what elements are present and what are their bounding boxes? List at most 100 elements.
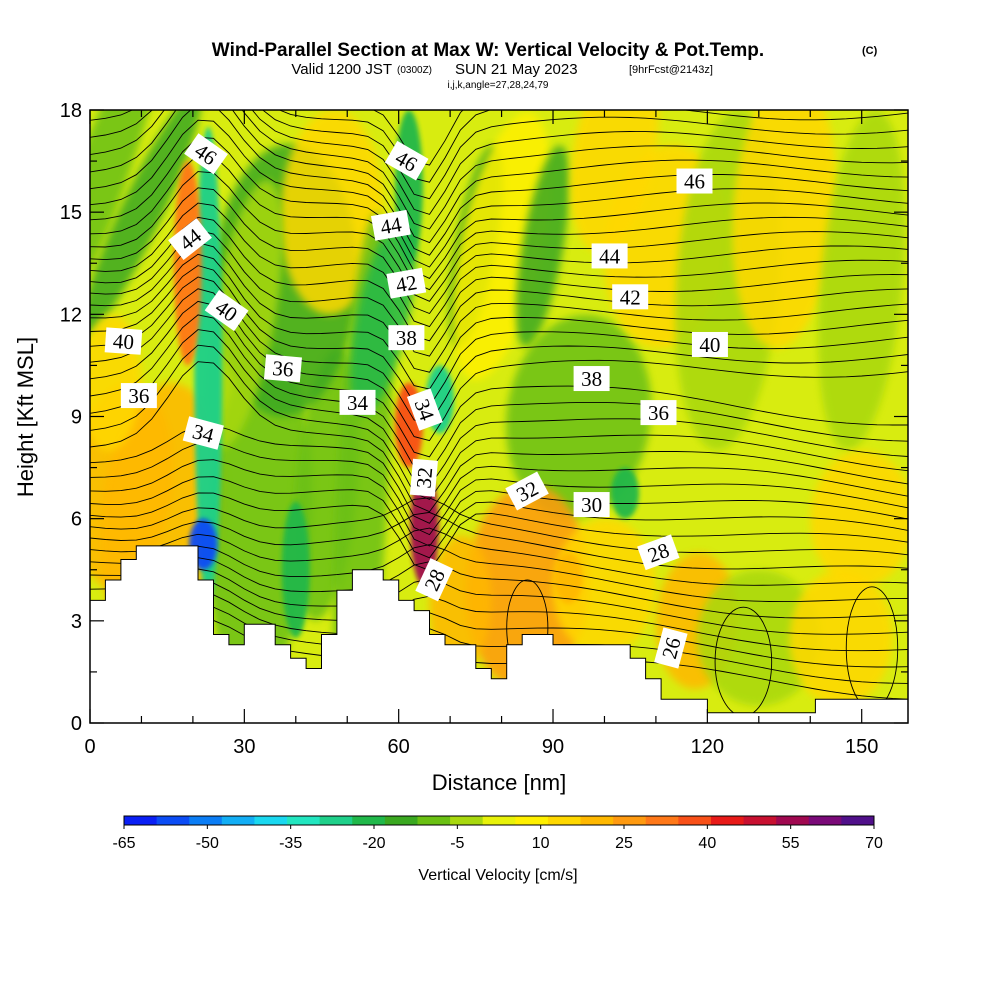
colorbar-segment: [189, 816, 223, 825]
colorbar-segment: [580, 816, 614, 825]
contour-label-text: 40: [112, 329, 135, 354]
theta-contour-line: [90, 110, 908, 215]
theta-contour-line: [90, 187, 908, 315]
colorbar-segment: [613, 816, 647, 825]
contour-label: 44: [591, 243, 628, 269]
contour-label: 32: [409, 458, 438, 497]
contour-label-box: [370, 209, 411, 241]
colorbar-segment: [710, 816, 745, 825]
velocity-texture-cell: [515, 145, 570, 347]
contour-label-box: [263, 354, 302, 383]
contour-label-text: 36: [128, 384, 149, 408]
contour-label: 36: [640, 400, 677, 426]
theta-contour-line: [90, 544, 908, 603]
theta-contour-line: [90, 110, 908, 230]
colorbar-segment: [515, 816, 549, 825]
contour-label: 36: [120, 383, 157, 409]
contour-label: 30: [573, 492, 610, 518]
contour-label: 28: [637, 534, 680, 571]
contour-label-box: [409, 458, 438, 497]
x-axis-label: Distance [nm]: [432, 770, 567, 795]
velocity-feature: [554, 552, 583, 604]
y-tick-label: 0: [71, 713, 82, 735]
colorbar-label: Vertical Velocity [cm/s]: [418, 867, 577, 884]
theta-contour-line: [90, 568, 908, 635]
valid-date: SUN 21 May 2023: [455, 61, 578, 78]
theta-contour-line: [90, 459, 908, 547]
colorbar: -65 -50 -35 -20 -5 10 25 40 55 70: [112, 815, 883, 852]
x-tick-label: 120: [691, 736, 724, 758]
theta-contour-line: [90, 580, 908, 652]
theta-contour-line: [90, 441, 908, 536]
colorbar-segment: [776, 816, 810, 825]
contour-label-box: [573, 492, 610, 518]
contour-label-text: 46: [684, 170, 705, 194]
velocity-texture-cell: [697, 569, 821, 706]
contour-label-text: 38: [581, 367, 602, 391]
contour-label-box: [339, 389, 376, 415]
contour-label-text: 34: [347, 391, 369, 415]
velocity-feature: [173, 161, 202, 366]
contour-label-box: [612, 284, 649, 310]
contour-label: 40: [104, 327, 143, 355]
colorbar-segment: [287, 816, 321, 825]
contour-label-box: [691, 331, 728, 357]
contour-label: 44: [168, 218, 212, 260]
y-tick-label: 9: [71, 407, 82, 429]
colorbar-segment: [221, 816, 255, 825]
colorbar-segment: [384, 816, 418, 825]
y-tick-label: 3: [71, 611, 82, 633]
theta-contour-line: [90, 361, 908, 513]
contour-label-text: 38: [396, 326, 417, 350]
contour-label-text: 32: [412, 466, 438, 489]
colorbar-tick-label: 10: [532, 835, 550, 852]
y-tick-label: 18: [60, 100, 82, 122]
velocity-feature: [394, 110, 423, 264]
velocity-texture-cell: [465, 484, 590, 689]
colorbar-tick-label: -20: [362, 835, 385, 852]
copyright-mark: (C): [862, 45, 878, 57]
colorbar-segment: [547, 816, 582, 825]
valid-zulu: (0300Z): [397, 65, 432, 76]
x-tick-label: 30: [233, 736, 255, 758]
contour-label: 42: [612, 284, 649, 310]
colorbar-segment: [319, 816, 353, 825]
contour-label-box: [573, 366, 610, 392]
contour-label-text: 44: [379, 212, 404, 239]
theta-contour-line: [90, 202, 908, 328]
colorbar-segment: [417, 816, 451, 825]
velocity-texture-cell: [452, 112, 551, 380]
theta-contour-line: [90, 110, 908, 200]
colorbar-segment: [352, 816, 386, 825]
forecast-info: [9hrFcst@2143z]: [629, 64, 713, 76]
colorbar-tick-label: 70: [865, 835, 883, 852]
theta-contour-line: [90, 242, 908, 373]
colorbar-tick-label: 25: [615, 835, 633, 852]
theta-contour-line: [90, 314, 908, 473]
colorbar-tick-label: -35: [279, 835, 302, 852]
contour-label-text: 36: [648, 401, 669, 425]
valid-prefix: Valid 1200 JST: [291, 61, 392, 78]
contour-label-box: [406, 388, 443, 431]
contour-label-box: [388, 325, 425, 351]
contour-label: 40: [691, 331, 728, 357]
colorbar-segment: [841, 816, 875, 825]
colorbar-tick-label: 55: [782, 835, 800, 852]
y-tick-label: 6: [71, 509, 82, 531]
theta-contour-line: [90, 619, 908, 700]
theta-contour-line: [90, 119, 908, 268]
theta-contour-line: [90, 230, 908, 357]
colorbar-segment: [254, 816, 288, 825]
contour-label-box: [654, 627, 688, 669]
theta-contour-line: [90, 511, 908, 570]
contour-label: 42: [386, 267, 427, 299]
colorbar-frame: [123, 815, 875, 826]
velocity-texture-cell: [506, 314, 652, 519]
colorbar-segment: [156, 816, 190, 825]
y-tick-label: 12: [60, 304, 82, 326]
contour-label-box: [384, 140, 429, 181]
velocity-texture-cell: [570, 110, 659, 252]
contour-label-text: 30: [581, 493, 602, 517]
velocity-feature: [611, 467, 640, 519]
velocity-texture-cell: [818, 110, 906, 450]
